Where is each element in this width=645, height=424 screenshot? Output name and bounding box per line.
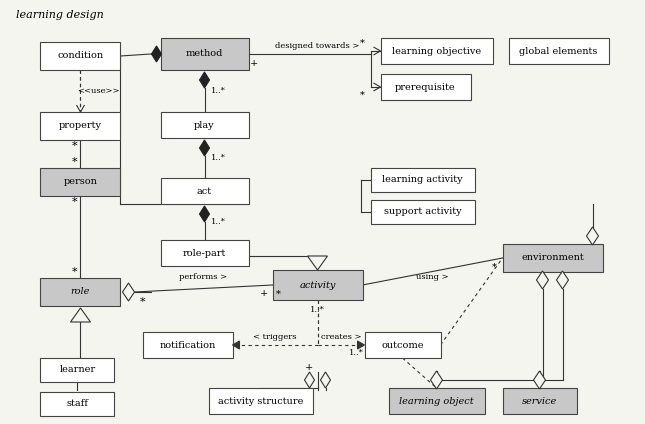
Text: 1..*: 1..* bbox=[310, 306, 325, 314]
Polygon shape bbox=[308, 256, 328, 270]
Polygon shape bbox=[586, 227, 599, 245]
Bar bbox=[208, 388, 312, 414]
Text: *: * bbox=[72, 267, 77, 277]
Polygon shape bbox=[304, 372, 315, 388]
Text: *: * bbox=[360, 39, 365, 47]
Text: learning object: learning object bbox=[399, 396, 474, 405]
Bar bbox=[41, 392, 115, 416]
Text: role-part: role-part bbox=[183, 248, 226, 257]
Text: using >: using > bbox=[416, 273, 449, 281]
Text: service: service bbox=[522, 396, 557, 405]
Bar bbox=[41, 168, 121, 196]
Text: staff: staff bbox=[66, 399, 88, 408]
Bar bbox=[272, 270, 362, 300]
Polygon shape bbox=[232, 341, 239, 349]
Bar bbox=[143, 332, 232, 358]
Text: notification: notification bbox=[159, 340, 215, 349]
Bar bbox=[41, 112, 121, 140]
Text: property: property bbox=[59, 122, 102, 131]
Polygon shape bbox=[199, 206, 210, 222]
Text: *: * bbox=[72, 157, 77, 167]
Bar bbox=[381, 38, 493, 64]
Polygon shape bbox=[70, 308, 90, 322]
Text: 1..*: 1..* bbox=[349, 349, 364, 357]
Bar bbox=[502, 388, 577, 414]
Text: +: + bbox=[305, 363, 313, 373]
Text: +: + bbox=[250, 59, 259, 67]
Polygon shape bbox=[357, 341, 364, 349]
Text: activity structure: activity structure bbox=[218, 396, 303, 405]
Text: prerequisite: prerequisite bbox=[395, 83, 456, 92]
Text: condition: condition bbox=[57, 51, 104, 61]
Text: play: play bbox=[194, 120, 215, 129]
Text: global elements: global elements bbox=[519, 47, 598, 56]
Text: *: * bbox=[72, 197, 77, 207]
Polygon shape bbox=[557, 271, 568, 289]
Text: < triggers: < triggers bbox=[253, 333, 297, 341]
Bar bbox=[41, 358, 115, 382]
Text: learner: learner bbox=[59, 365, 95, 374]
Bar bbox=[370, 168, 475, 192]
Bar bbox=[161, 178, 248, 204]
Text: *: * bbox=[140, 297, 145, 307]
Text: support activity: support activity bbox=[384, 207, 461, 217]
Polygon shape bbox=[152, 46, 161, 62]
Text: *: * bbox=[72, 141, 77, 151]
Text: 1..*: 1..* bbox=[211, 87, 226, 95]
Text: *: * bbox=[492, 262, 497, 271]
Polygon shape bbox=[199, 140, 210, 156]
Text: *: * bbox=[360, 90, 365, 100]
Text: *: * bbox=[276, 290, 281, 298]
Text: learning activity: learning activity bbox=[382, 176, 463, 184]
Bar bbox=[161, 38, 248, 70]
Text: learning objective: learning objective bbox=[392, 47, 481, 56]
Text: designed towards >: designed towards > bbox=[275, 42, 360, 50]
Bar bbox=[161, 240, 248, 266]
Polygon shape bbox=[537, 271, 548, 289]
Polygon shape bbox=[123, 283, 135, 301]
Text: environment: environment bbox=[521, 254, 584, 262]
Text: role: role bbox=[71, 287, 90, 296]
Text: 1..*: 1..* bbox=[211, 218, 226, 226]
Bar bbox=[370, 200, 475, 224]
Bar bbox=[388, 388, 484, 414]
Text: performs >: performs > bbox=[179, 273, 228, 281]
Text: activity: activity bbox=[299, 281, 335, 290]
Polygon shape bbox=[430, 371, 442, 389]
Polygon shape bbox=[533, 371, 546, 389]
Text: act: act bbox=[197, 187, 212, 195]
Bar bbox=[381, 74, 470, 100]
Text: method: method bbox=[186, 50, 223, 59]
Bar bbox=[508, 38, 608, 64]
Text: +: + bbox=[261, 290, 268, 298]
Bar bbox=[161, 112, 248, 138]
Bar bbox=[41, 278, 121, 306]
Bar bbox=[364, 332, 441, 358]
Polygon shape bbox=[199, 72, 210, 88]
Text: <<use>>: <<use>> bbox=[77, 87, 120, 95]
Text: creates >: creates > bbox=[321, 333, 361, 341]
Polygon shape bbox=[321, 372, 330, 388]
Bar bbox=[41, 42, 121, 70]
Bar bbox=[502, 244, 602, 272]
Text: learning design: learning design bbox=[17, 10, 104, 20]
Text: outcome: outcome bbox=[381, 340, 424, 349]
Text: person: person bbox=[64, 178, 97, 187]
Text: 1..*: 1..* bbox=[211, 154, 226, 162]
